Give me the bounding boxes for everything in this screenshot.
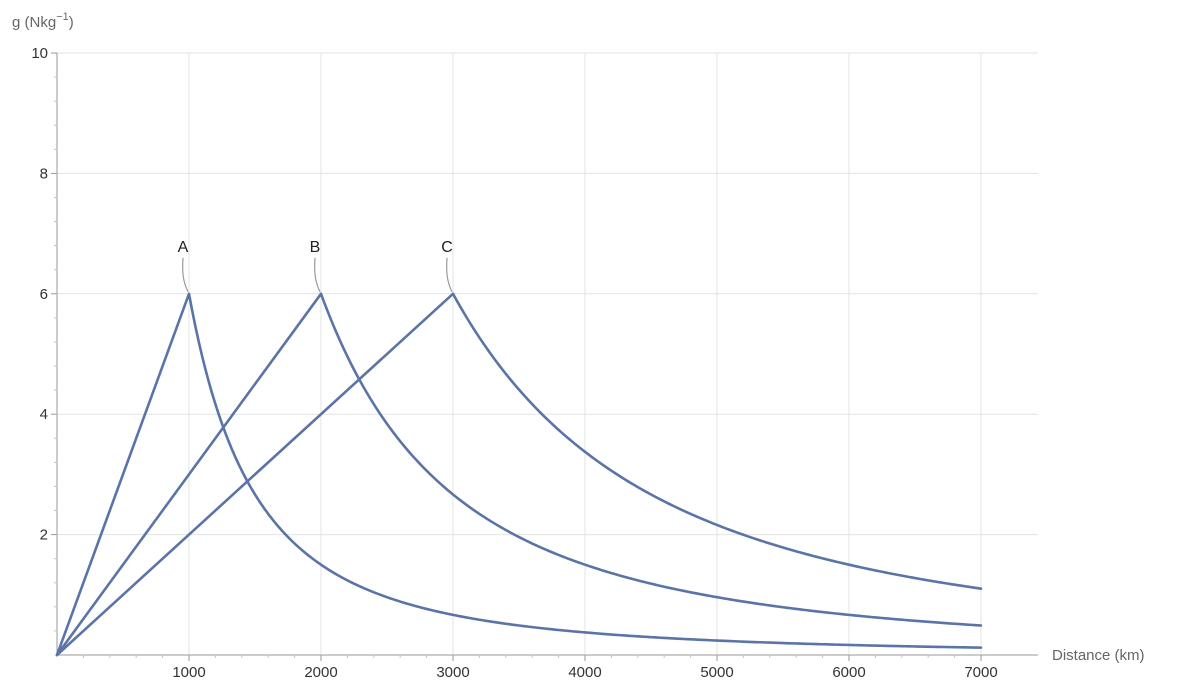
tick-layer: 1000 2000 3000 4000 5000 6000 7000 2 4 6 8 10 [31, 45, 997, 681]
y-axis-title-close: ) [69, 14, 74, 31]
y-axis-title-exponent: −1 [56, 11, 69, 23]
y-axis-title-text: g (Nkg [12, 14, 56, 31]
x-tick-label: 3000 [436, 664, 469, 681]
y-axis-title: g (Nkg−1) [12, 11, 74, 31]
peak-leader-b [314, 257, 321, 293]
x-tick-label: 7000 [964, 664, 997, 681]
x-tick-label: 1000 [172, 664, 205, 681]
peak-leader-a [182, 257, 189, 293]
y-tick-label: 10 [31, 45, 48, 62]
axis-layer [56, 53, 1038, 656]
curve-a [55, 292, 983, 657]
y-tick-label: 2 [40, 527, 48, 544]
y-tick-label: 6 [40, 286, 48, 303]
x-tick-label: 4000 [568, 664, 601, 681]
x-tick-label: 2000 [304, 664, 337, 681]
x-tick-label: 6000 [832, 664, 865, 681]
curve-c [55, 292, 983, 657]
grid-layer [57, 52, 1038, 655]
x-axis-title: Distance (km) [1052, 647, 1145, 664]
curve-layer [55, 292, 983, 657]
peak-label-c: C [441, 239, 453, 256]
peak-label-a: A [178, 239, 189, 256]
peak-leader-c [446, 257, 453, 293]
peak-label-layer: A B C [178, 239, 453, 293]
x-tick-label: 5000 [700, 664, 733, 681]
curve-b [55, 292, 983, 657]
y-tick-label: 4 [40, 406, 48, 423]
y-tick-label: 8 [40, 165, 48, 182]
peak-label-b: B [310, 239, 321, 256]
